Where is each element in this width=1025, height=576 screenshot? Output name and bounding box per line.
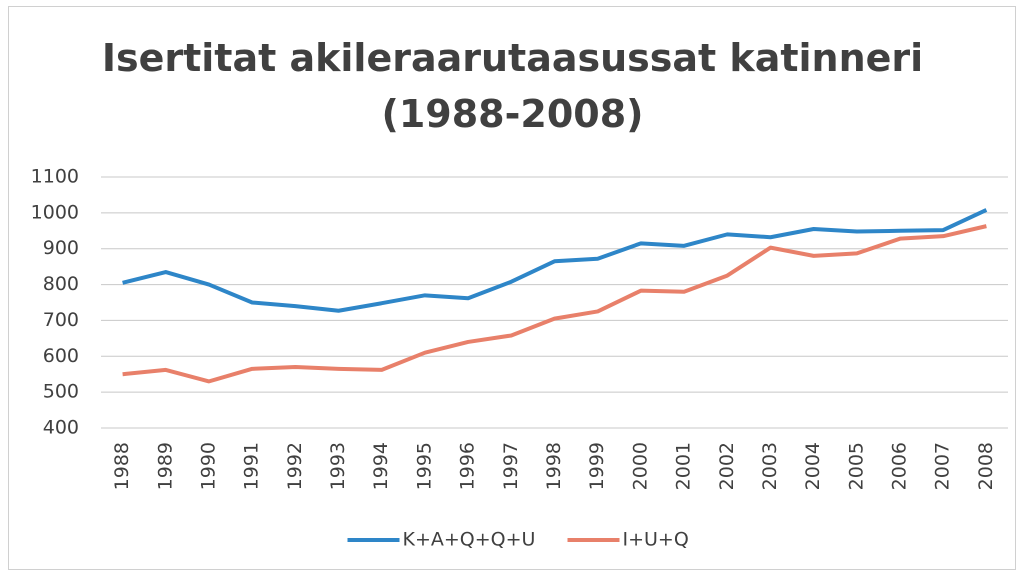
x-tick-label: 1999 — [586, 442, 608, 490]
y-tick-label: 400 — [43, 417, 79, 439]
x-tick-label: 2003 — [759, 442, 781, 490]
legend-label: I+U+Q — [623, 529, 689, 551]
x-tick-label: 1992 — [284, 442, 306, 490]
x-tick-label: 2005 — [845, 442, 867, 490]
y-tick-label: 700 — [43, 309, 79, 331]
x-tick-label: 1994 — [370, 442, 392, 490]
chart-frame — [8, 6, 1016, 570]
chart-title: Isertitat akileraarutaasussat katinneri … — [101, 36, 924, 136]
x-tick-label: 2004 — [802, 442, 824, 490]
x-tick-label: 2006 — [889, 442, 911, 490]
y-tick-label: 1100 — [31, 166, 79, 188]
line-series — [122, 224, 987, 384]
line-series — [122, 208, 988, 313]
y-tick-label: 600 — [43, 345, 79, 367]
x-tick-label: 1993 — [327, 442, 349, 490]
y-tick-label: 900 — [43, 237, 79, 259]
x-tick-label: 2001 — [673, 442, 695, 490]
x-tick-label: 2000 — [629, 442, 651, 490]
x-tick-label: 1991 — [241, 442, 263, 490]
x-tick-label: 2002 — [716, 442, 738, 490]
x-tick-label: 2007 — [932, 442, 954, 490]
x-tick-label: 1995 — [413, 442, 435, 490]
legend-label: K+A+Q+Q+U — [403, 529, 536, 551]
x-tick-label: 1990 — [197, 442, 219, 490]
x-tick-label: 1988 — [111, 442, 133, 490]
x-tick-label: 2008 — [975, 442, 997, 490]
x-tick-label: 1997 — [500, 442, 522, 490]
x-tick-label: 1996 — [457, 442, 479, 490]
y-tick-label: 1000 — [31, 201, 79, 223]
y-tick-label: 800 — [43, 273, 79, 295]
y-tick-label: 500 — [43, 381, 79, 403]
x-tick-label: 1998 — [543, 442, 565, 490]
x-tick-label: 1989 — [154, 442, 176, 490]
